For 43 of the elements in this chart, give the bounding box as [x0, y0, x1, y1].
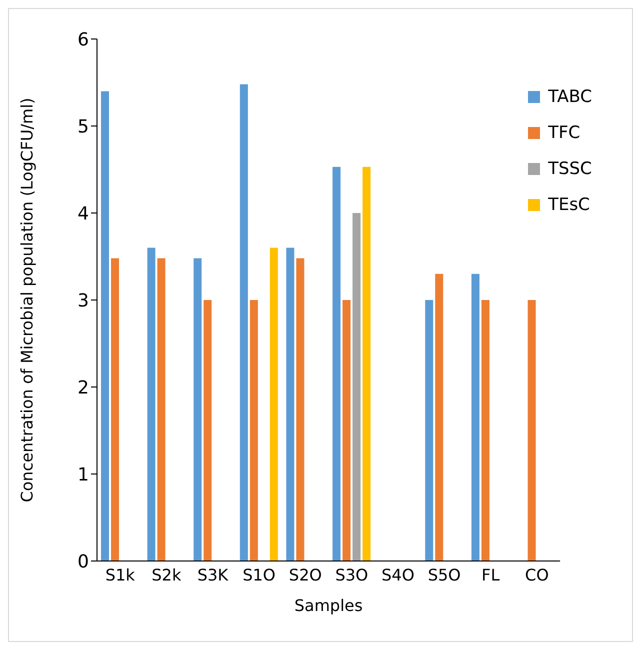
- bar: [528, 300, 536, 561]
- y-tick-label: 0: [78, 551, 89, 572]
- bar: [471, 274, 480, 561]
- bar: [435, 274, 444, 561]
- x-tick-label: S4O: [382, 565, 414, 584]
- x-axis-title: Samples: [294, 596, 363, 615]
- x-tick-label: S3O: [335, 565, 368, 584]
- y-tick-label: 6: [78, 29, 89, 50]
- x-tick-label: S2k: [152, 565, 182, 584]
- bar: [296, 258, 304, 561]
- bar: [101, 91, 109, 561]
- y-tick-label: 2: [78, 377, 89, 398]
- bar: [240, 84, 248, 561]
- y-tick-label: 5: [78, 116, 89, 138]
- x-tick-label: FL: [482, 565, 500, 584]
- bar: [270, 248, 278, 561]
- x-tick-label: S1O: [242, 565, 276, 584]
- bar: [111, 258, 119, 561]
- bar: [147, 248, 156, 561]
- x-tick-label: S2O: [288, 565, 322, 584]
- legend-label: TABC: [548, 87, 592, 107]
- bar: [250, 300, 258, 561]
- bar: [481, 300, 490, 561]
- bar: [204, 300, 212, 561]
- y-tick-label: 3: [78, 290, 89, 312]
- bar: [157, 258, 166, 561]
- y-tick-label: 1: [78, 464, 89, 486]
- legend-label: TEsC: [548, 195, 590, 215]
- bar: [362, 166, 371, 561]
- x-tick-label: S3K: [197, 565, 229, 584]
- y-tick-label: 4: [78, 203, 89, 224]
- bar: [352, 213, 361, 561]
- bar: [286, 248, 294, 561]
- legend-label: TSSC: [548, 159, 592, 179]
- bar: [194, 258, 202, 561]
- bar: [342, 300, 351, 561]
- bar: [425, 300, 434, 561]
- y-axis-title: Concentration of Microbial population (LogCFU/ml): [18, 98, 37, 502]
- bar: [332, 166, 341, 561]
- x-tick-label: CO: [525, 565, 549, 584]
- legend-label: TFC: [548, 123, 580, 143]
- x-tick-label: S5O: [428, 565, 461, 584]
- x-tick-label: S1k: [105, 565, 136, 584]
